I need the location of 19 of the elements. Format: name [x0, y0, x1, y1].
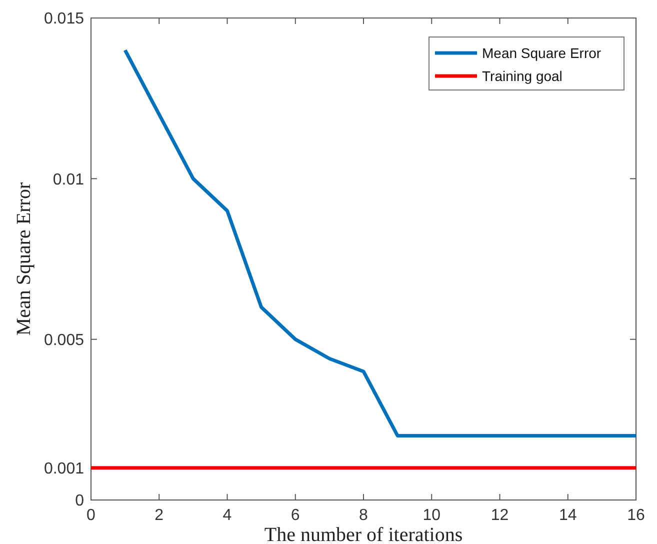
x-tick-label: 6	[290, 507, 300, 524]
y-axis-title: Mean Square Error	[13, 182, 35, 336]
legend-label: Training goal	[482, 68, 562, 84]
y-tick-label: 0.005	[44, 332, 84, 349]
x-tick-label: 8	[359, 507, 368, 524]
y-tick-label: 0.01	[52, 171, 84, 188]
x-tick-label: 16	[627, 507, 645, 524]
x-tick-label: 4	[222, 507, 232, 524]
legend-label: Mean Square Error	[482, 44, 602, 61]
x-tick-label: 0	[86, 507, 96, 524]
x-tick-label: 10	[422, 507, 441, 524]
line-series	[123, 48, 638, 438]
y-tick-label: 0.015	[44, 10, 84, 28]
y-tick-label: 0.001	[44, 460, 84, 478]
y-tick-label: 0	[75, 492, 84, 510]
x-tick-label: 2	[154, 507, 164, 524]
x-tick-label: 12	[490, 507, 509, 524]
x-tick-label: 14	[558, 507, 577, 524]
x-axis-title: The number of iterations	[264, 524, 463, 544]
